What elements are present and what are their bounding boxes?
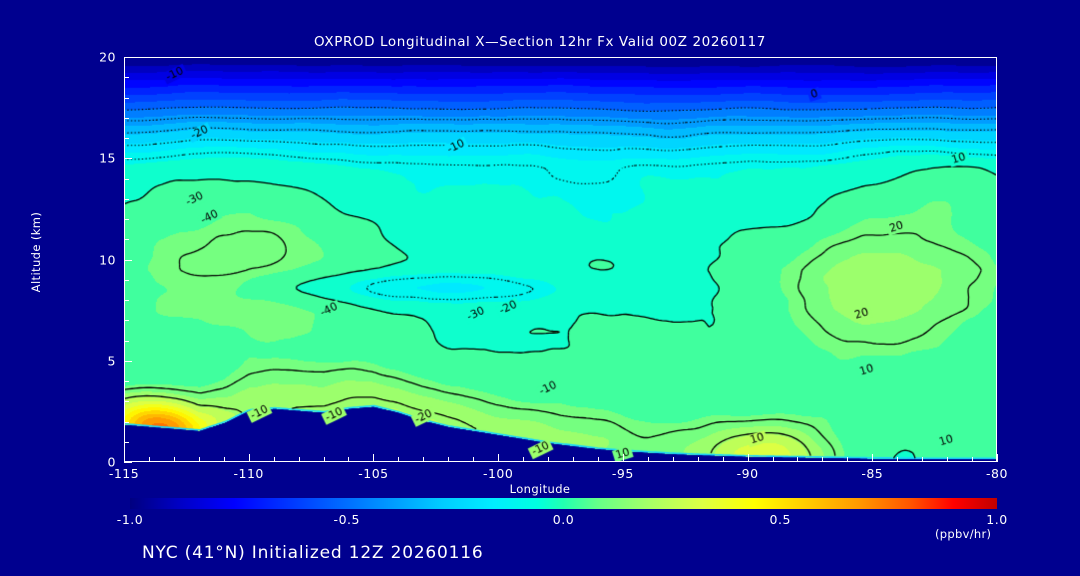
x-tick xyxy=(423,457,425,462)
x-tick xyxy=(872,454,874,462)
x-tick xyxy=(822,457,824,462)
y-tick-label: 10 xyxy=(99,252,116,267)
x-tick xyxy=(647,457,649,462)
chart-caption: NYC (41°N) Initialized 12Z 20260116 xyxy=(142,543,484,563)
y-tick xyxy=(124,219,129,220)
y-tick xyxy=(124,421,129,423)
y-tick xyxy=(124,178,129,180)
x-tick xyxy=(248,454,250,462)
x-tick xyxy=(672,457,674,462)
y-tick xyxy=(124,300,129,301)
x-tick xyxy=(797,457,799,462)
x-tick xyxy=(373,454,375,462)
x-tick xyxy=(148,457,150,462)
x-tick xyxy=(223,457,225,462)
x-tick xyxy=(448,457,450,462)
x-tick xyxy=(597,457,599,462)
y-tick xyxy=(124,77,129,79)
y-tick-label: 5 xyxy=(107,353,116,369)
x-tick xyxy=(747,454,749,462)
y-tick xyxy=(124,97,129,99)
x-tick-label: -105 xyxy=(358,466,389,481)
x-tick xyxy=(922,457,924,462)
x-tick xyxy=(572,457,574,462)
x-tick xyxy=(897,457,899,462)
colorbar xyxy=(130,498,997,509)
x-tick xyxy=(498,454,500,462)
y-tick xyxy=(124,340,129,342)
cross-section-canvas xyxy=(125,58,996,461)
y-tick xyxy=(124,462,132,463)
y-tick xyxy=(124,239,129,241)
colorbar-units: (ppbv/hr) xyxy=(935,527,992,541)
y-tick xyxy=(124,198,129,200)
y-axis-label: Altitude (km) xyxy=(29,211,43,293)
y-tick-label: 15 xyxy=(99,150,116,166)
y-tick xyxy=(124,381,129,382)
x-tick xyxy=(298,457,300,462)
y-tick xyxy=(124,259,132,261)
x-tick xyxy=(173,457,175,462)
y-tick xyxy=(124,441,129,443)
x-tick xyxy=(323,457,325,462)
y-tick xyxy=(124,401,129,403)
colorbar-tick-label: 1.0 xyxy=(986,512,1008,527)
x-tick-label: -80 xyxy=(986,466,1008,481)
x-tick-label: -110 xyxy=(233,466,264,481)
x-tick xyxy=(847,457,849,462)
colorbar-tick-label: -0.5 xyxy=(333,512,360,527)
y-tick xyxy=(124,57,132,58)
x-tick xyxy=(198,457,200,462)
colorbar-tick-label: 0.0 xyxy=(552,512,575,527)
x-tick xyxy=(972,457,974,462)
x-tick-label: -85 xyxy=(861,466,884,481)
x-tick xyxy=(722,457,724,462)
x-tick-label: -90 xyxy=(736,466,759,481)
x-tick xyxy=(772,457,774,462)
cross-section-plot xyxy=(124,57,997,462)
x-axis-label: Longitude xyxy=(509,482,571,496)
x-tick xyxy=(523,457,525,462)
x-tick xyxy=(398,457,400,462)
x-tick xyxy=(473,457,475,462)
colorbar-tick-label: -1.0 xyxy=(116,512,144,527)
x-tick xyxy=(348,457,350,462)
x-tick xyxy=(697,457,699,462)
y-tick xyxy=(124,117,129,119)
x-tick xyxy=(273,457,275,462)
y-tick-label: 0 xyxy=(107,454,116,470)
y-tick xyxy=(124,360,132,362)
x-tick-label: -115 xyxy=(108,466,140,481)
x-tick-label: -100 xyxy=(482,466,514,481)
x-tick xyxy=(997,454,998,462)
x-tick xyxy=(622,454,624,462)
chart-title: OXPROD Longitudinal X—Section 12hr Fx Va… xyxy=(314,34,766,50)
y-tick xyxy=(124,138,129,139)
colorbar-tick-label: 0.5 xyxy=(769,512,791,527)
y-tick-label: 20 xyxy=(99,49,116,65)
y-tick xyxy=(124,279,129,281)
x-tick xyxy=(947,457,949,462)
x-tick xyxy=(124,454,125,462)
x-tick-label: -95 xyxy=(611,466,634,481)
x-tick xyxy=(548,457,550,462)
y-tick xyxy=(124,320,129,322)
y-tick xyxy=(124,158,132,160)
